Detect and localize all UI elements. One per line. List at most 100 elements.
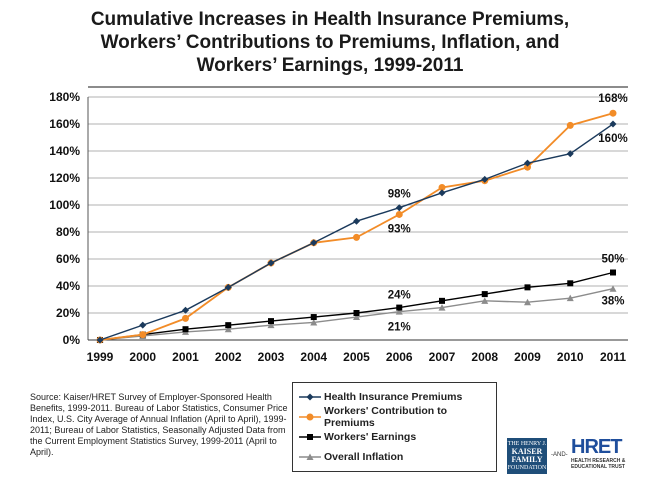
kff-logo-line-1: THE HENRY J.: [507, 441, 547, 447]
data-point-overall-inflation: [524, 298, 531, 306]
data-point-health-insurance-premiums: [96, 336, 104, 344]
legend-item-health-insurance-premiums: Health Insurance Premiums: [299, 387, 490, 407]
y-tick-label: 120%: [49, 171, 80, 185]
x-tick-label: 2007: [429, 350, 456, 364]
title-divider: [88, 86, 628, 88]
data-point-workers-contribution-to-premiums: [353, 233, 360, 241]
data-point-workers-earnings: [182, 326, 189, 333]
hret-logo-sub-2: EDUCATIONAL TRUST: [571, 464, 625, 470]
data-label: 38%: [601, 296, 624, 308]
legend-label: Health Insurance Premiums: [324, 391, 463, 403]
x-tick-label: 2004: [300, 350, 327, 364]
data-point-health-insurance-premiums: [395, 204, 403, 212]
kff-logo-line-4: FOUNDATION: [507, 465, 547, 471]
data-label: 168%: [598, 93, 627, 105]
data-point-workers-earnings: [439, 297, 445, 304]
data-point-overall-inflation: [438, 304, 446, 311]
legend-swatch-workers-contribution-to-premiums: [299, 413, 321, 421]
data-point-workers-earnings: [225, 322, 232, 329]
y-tick-label: 80%: [56, 225, 80, 239]
kff-logo-line-2: KAISER: [511, 447, 543, 456]
hret-logo-word: HRET: [571, 436, 622, 458]
data-label: 93%: [388, 223, 411, 235]
x-tick-label: 2001: [172, 350, 199, 364]
data-point-workers-contribution-to-premiums: [395, 210, 403, 218]
y-tick-label: 0%: [63, 333, 81, 347]
data-point-workers-contribution-to-premiums: [566, 121, 574, 129]
y-tick-label: 180%: [49, 90, 80, 104]
legend-swatch-health-insurance-premiums: [299, 393, 321, 401]
data-point-workers-earnings: [524, 284, 531, 291]
x-tick-label: 2005: [343, 350, 370, 364]
legend-swatch-overall-inflation: [299, 453, 321, 460]
data-point-health-insurance-premiums: [182, 306, 189, 314]
data-point-overall-inflation: [566, 294, 574, 302]
data-label: 160%: [598, 133, 627, 145]
y-tick-label: 20%: [56, 306, 80, 320]
data-point-health-insurance-premiums: [353, 217, 360, 225]
data-point-overall-inflation: [481, 297, 489, 304]
legend-label: Workers' Contribution to Premiums: [324, 405, 448, 429]
data-label: 21%: [388, 322, 411, 334]
y-tick-label: 60%: [56, 252, 80, 266]
y-tick-label: 100%: [49, 198, 80, 212]
data-point-health-insurance-premiums: [267, 259, 275, 267]
data-point-workers-contribution-to-premiums: [139, 331, 147, 339]
data-point-health-insurance-premiums: [524, 159, 531, 167]
data-point-overall-inflation: [395, 308, 403, 315]
data-point-health-insurance-premiums: [224, 283, 232, 291]
data-point-overall-inflation: [224, 325, 232, 333]
legend-swatch-workers-earnings: [299, 434, 321, 440]
chart-legend: Health Insurance Premiums Workers' Contri…: [292, 382, 497, 472]
data-point-workers-earnings: [567, 280, 574, 287]
data-point-health-insurance-premiums: [566, 150, 574, 158]
kaiser-family-foundation-logo: THE HENRY J. KAISER FAMILY FOUNDATION: [507, 438, 547, 474]
legend-item-workers-contribution-to-premiums: Workers' Contribution to Premiums: [299, 405, 490, 429]
y-tick-label: 160%: [49, 117, 80, 131]
data-point-workers-earnings: [481, 291, 488, 298]
y-tick-label: 40%: [56, 279, 80, 293]
legend-label: Workers' Earnings: [324, 431, 417, 443]
chart-title: Cumulative Increases in Health Insurance…: [40, 8, 620, 77]
data-point-workers-earnings: [610, 269, 616, 276]
source-note: Source: Kaiser/HRET Survey of Employer-S…: [30, 392, 288, 457]
data-point-workers-contribution-to-premiums: [182, 314, 189, 322]
data-point-overall-inflation: [609, 285, 617, 292]
data-point-overall-inflation: [310, 318, 318, 326]
data-point-workers-earnings: [310, 314, 317, 321]
data-point-workers-earnings: [353, 310, 360, 316]
x-tick-label: 2003: [258, 350, 285, 364]
legend-item-overall-inflation: Overall Inflation: [299, 447, 490, 467]
series-line-workers-contribution-to-premiums: [99, 112, 614, 341]
x-tick-label: 2002: [215, 350, 242, 364]
x-tick-label: 2006: [386, 350, 413, 364]
legend-label: Overall Inflation: [324, 451, 404, 463]
data-point-health-insurance-premiums: [481, 175, 489, 183]
y-tick-label: 140%: [49, 144, 80, 158]
data-point-workers-contribution-to-premiums: [524, 163, 531, 171]
and-separator: -AND-: [551, 452, 568, 458]
legend-item-workers-earnings: Workers' Earnings: [299, 427, 490, 447]
x-tick-label: 2000: [129, 350, 156, 364]
title-line-1: Cumulative Increases in Health Insurance…: [90, 9, 570, 30]
data-point-health-insurance-premiums: [609, 120, 617, 128]
data-label: 24%: [388, 290, 411, 302]
logos: THE HENRY J. KAISER FAMILY FOUNDATION -A…: [507, 436, 647, 478]
hret-logo-subtitle: HEALTH RESEARCH & EDUCATIONAL TRUST: [571, 458, 647, 470]
data-label: 50%: [601, 254, 624, 266]
title-line-2: Workers’ Contributions to Premiums, Infl…: [100, 32, 560, 53]
hret-logo: HRET HEALTH RESEARCH & EDUCATIONAL TRUST: [571, 436, 647, 478]
data-label: 98%: [388, 189, 411, 201]
data-point-workers-contribution-to-premiums: [438, 183, 446, 191]
data-point-overall-inflation: [353, 313, 360, 321]
x-tick-label: 1999: [87, 350, 114, 364]
hret-logo-sub-1: HEALTH RESEARCH &: [571, 458, 626, 464]
kff-logo-line-3: FAMILY: [511, 455, 543, 464]
data-point-health-insurance-premiums: [139, 321, 147, 329]
data-point-workers-earnings: [396, 304, 403, 311]
data-point-workers-contribution-to-premiums: [609, 109, 617, 117]
data-point-overall-inflation: [267, 321, 275, 329]
x-tick-label: 2011: [600, 350, 626, 364]
x-tick-label: 2010: [557, 350, 584, 364]
data-point-workers-earnings: [268, 318, 274, 325]
